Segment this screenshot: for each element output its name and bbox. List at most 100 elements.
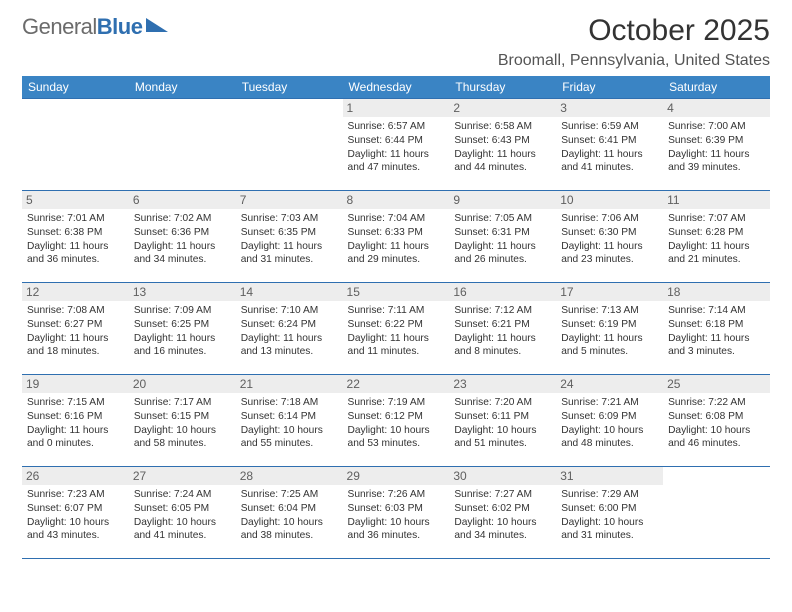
calendar-day-cell: 27 Sunrise: 7:24 AMSunset: 6:05 PMDayligh… [129,467,236,559]
day-number: 13 [129,283,236,301]
day-info: Sunrise: 7:10 AMSunset: 6:24 PMDaylight:… [241,304,338,359]
calendar-day-cell: 10Sunrise: 7:06 AMSunset: 6:30 PMDayligh… [556,191,663,283]
calendar-empty-cell [663,467,770,559]
header: GeneralBlue October 2025 Broomall, Penns… [22,14,770,70]
day-number: 4 [663,99,770,117]
day-number: 29 [343,467,450,485]
day-info: Sunrise: 7:14 AMSunset: 6:18 PMDaylight:… [668,304,765,359]
brand-triangle-icon [146,18,168,32]
day-number: 9 [449,191,556,209]
page-title: October 2025 [498,14,770,48]
day-info: Sunrise: 7:13 AMSunset: 6:19 PMDaylight:… [561,304,658,359]
day-info: Sunrise: 7:08 AMSunset: 6:27 PMDaylight:… [27,304,124,359]
day-number: 25 [663,375,770,393]
day-info: Sunrise: 7:24 AMSunset: 6:05 PMDaylight:… [134,488,231,543]
day-info: Sunrise: 7:26 AMSunset: 6:03 PMDaylight:… [348,488,445,543]
calendar-day-cell: 6Sunrise: 7:02 AMSunset: 6:36 PMDaylight… [129,191,236,283]
calendar-empty-cell [22,99,129,191]
calendar-week-row: 5Sunrise: 7:01 AMSunset: 6:38 PMDaylight… [22,191,770,283]
day-info: Sunrise: 7:02 AMSunset: 6:36 PMDaylight:… [134,212,231,267]
day-number: 11 [663,191,770,209]
day-number: 30 [449,467,556,485]
day-info: Sunrise: 7:11 AMSunset: 6:22 PMDaylight:… [348,304,445,359]
calendar-body: 1 Sunrise: 6:57 AMSunset: 6:44 PMDaylight… [22,99,770,559]
day-info: Sunrise: 7:17 AMSunset: 6:15 PMDaylight:… [134,396,231,451]
calendar-day-cell: 18 Sunrise: 7:14 AMSunset: 6:18 PMDayligh… [663,283,770,375]
day-info: Sunrise: 7:23 AMSunset: 6:07 PMDaylight:… [27,488,124,543]
day-number: 14 [236,283,343,301]
title-block: October 2025 Broomall, Pennsylvania, Uni… [498,14,770,70]
day-info: Sunrise: 6:58 AMSunset: 6:43 PMDaylight:… [454,120,551,175]
day-info: Sunrise: 7:09 AMSunset: 6:25 PMDaylight:… [134,304,231,359]
calendar-day-cell: 13 Sunrise: 7:09 AMSunset: 6:25 PMDayligh… [129,283,236,375]
calendar-day-cell: 31 Sunrise: 7:29 AMSunset: 6:00 PMDayligh… [556,467,663,559]
day-number: 20 [129,375,236,393]
day-info: Sunrise: 7:03 AMSunset: 6:35 PMDaylight:… [241,212,338,267]
day-number: 3 [556,99,663,117]
brand-word1: General [22,14,97,39]
day-info: Sunrise: 7:25 AMSunset: 6:04 PMDaylight:… [241,488,338,543]
calendar-day-cell: 2 Sunrise: 6:58 AMSunset: 6:43 PMDaylight… [449,99,556,191]
calendar-week-row: 19Sunrise: 7:15 AMSunset: 6:16 PMDayligh… [22,375,770,467]
day-number: 2 [449,99,556,117]
calendar-day-cell: 19Sunrise: 7:15 AMSunset: 6:16 PMDayligh… [22,375,129,467]
day-number: 17 [556,283,663,301]
day-info: Sunrise: 7:21 AMSunset: 6:09 PMDaylight:… [561,396,658,451]
day-header: Monday [129,76,236,99]
calendar-week-row: 26 Sunrise: 7:23 AMSunset: 6:07 PMDayligh… [22,467,770,559]
calendar-day-cell: 28 Sunrise: 7:25 AMSunset: 6:04 PMDayligh… [236,467,343,559]
day-number: 31 [556,467,663,485]
calendar-day-cell: 16 Sunrise: 7:12 AMSunset: 6:21 PMDayligh… [449,283,556,375]
day-info: Sunrise: 6:57 AMSunset: 6:44 PMDaylight:… [348,120,445,175]
day-header: Wednesday [343,76,450,99]
day-info: Sunrise: 7:18 AMSunset: 6:14 PMDaylight:… [241,396,338,451]
day-info: Sunrise: 7:29 AMSunset: 6:00 PMDaylight:… [561,488,658,543]
calendar-day-cell: 23 Sunrise: 7:20 AMSunset: 6:11 PMDayligh… [449,375,556,467]
day-info: Sunrise: 7:01 AMSunset: 6:38 PMDaylight:… [27,212,124,267]
day-number: 12 [22,283,129,301]
location-subtitle: Broomall, Pennsylvania, United States [498,52,770,70]
day-header: Tuesday [236,76,343,99]
day-info: Sunrise: 7:07 AMSunset: 6:28 PMDaylight:… [668,212,765,267]
day-number: 26 [22,467,129,485]
day-info: Sunrise: 7:05 AMSunset: 6:31 PMDaylight:… [454,212,551,267]
calendar-day-cell: 26 Sunrise: 7:23 AMSunset: 6:07 PMDayligh… [22,467,129,559]
day-info: Sunrise: 7:22 AMSunset: 6:08 PMDaylight:… [668,396,765,451]
day-info: Sunrise: 7:12 AMSunset: 6:21 PMDaylight:… [454,304,551,359]
day-info: Sunrise: 7:27 AMSunset: 6:02 PMDaylight:… [454,488,551,543]
day-header: Sunday [22,76,129,99]
day-number: 27 [129,467,236,485]
calendar-week-row: 12 Sunrise: 7:08 AMSunset: 6:27 PMDayligh… [22,283,770,375]
day-header-row: SundayMondayTuesdayWednesdayThursdayFrid… [22,76,770,99]
calendar-day-cell: 1 Sunrise: 6:57 AMSunset: 6:44 PMDaylight… [343,99,450,191]
brand-logo: GeneralBlue [22,14,168,40]
brand-text: GeneralBlue [22,14,142,40]
calendar-head: SundayMondayTuesdayWednesdayThursdayFrid… [22,76,770,99]
calendar-day-cell: 12 Sunrise: 7:08 AMSunset: 6:27 PMDayligh… [22,283,129,375]
calendar-day-cell: 15 Sunrise: 7:11 AMSunset: 6:22 PMDayligh… [343,283,450,375]
day-info: Sunrise: 7:00 AMSunset: 6:39 PMDaylight:… [668,120,765,175]
calendar-day-cell: 9 Sunrise: 7:05 AMSunset: 6:31 PMDaylight… [449,191,556,283]
calendar-day-cell: 4 Sunrise: 7:00 AMSunset: 6:39 PMDaylight… [663,99,770,191]
day-info: Sunrise: 7:20 AMSunset: 6:11 PMDaylight:… [454,396,551,451]
day-number: 23 [449,375,556,393]
calendar-day-cell: 3 Sunrise: 6:59 AMSunset: 6:41 PMDaylight… [556,99,663,191]
day-number: 16 [449,283,556,301]
calendar-empty-cell [236,99,343,191]
brand-word2: Blue [97,14,143,39]
day-number: 1 [343,99,450,117]
day-number: 21 [236,375,343,393]
day-number: 22 [343,375,450,393]
day-number: 15 [343,283,450,301]
calendar-day-cell: 21 Sunrise: 7:18 AMSunset: 6:14 PMDayligh… [236,375,343,467]
day-number: 18 [663,283,770,301]
day-info: Sunrise: 7:06 AMSunset: 6:30 PMDaylight:… [561,212,658,267]
day-info: Sunrise: 7:19 AMSunset: 6:12 PMDaylight:… [348,396,445,451]
calendar-empty-cell [129,99,236,191]
day-info: Sunrise: 6:59 AMSunset: 6:41 PMDaylight:… [561,120,658,175]
calendar-day-cell: 20 Sunrise: 7:17 AMSunset: 6:15 PMDayligh… [129,375,236,467]
calendar-day-cell: 29 Sunrise: 7:26 AMSunset: 6:03 PMDayligh… [343,467,450,559]
day-number: 28 [236,467,343,485]
calendar-day-cell: 11 Sunrise: 7:07 AMSunset: 6:28 PMDayligh… [663,191,770,283]
day-number: 8 [343,191,450,209]
